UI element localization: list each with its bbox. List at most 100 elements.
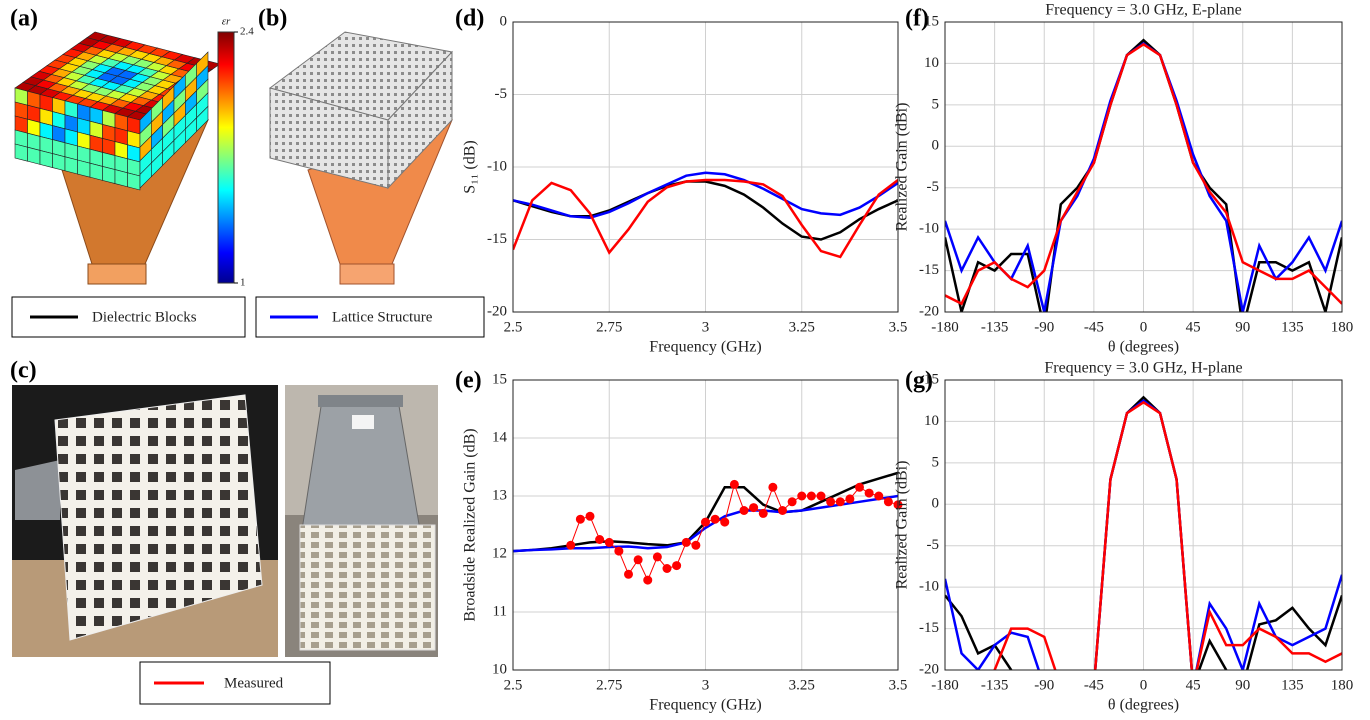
data-point	[836, 497, 845, 506]
data-point	[711, 515, 720, 524]
data-point	[682, 538, 691, 547]
x-tick-label: 3.25	[789, 319, 815, 335]
y-tick-label: -20	[919, 303, 939, 319]
panel-label: (c)	[10, 358, 37, 384]
page: Dielectric Blocks Lattice Structure Meas…	[0, 0, 1370, 720]
y-tick-label: 15	[924, 13, 939, 29]
y-tick-label: -15	[919, 262, 939, 278]
x-tick-label: 90	[1235, 319, 1250, 335]
x-tick-label: -180	[931, 677, 959, 693]
data-point	[720, 518, 729, 527]
x-tick-label: 0	[1140, 677, 1148, 693]
y-axis-label: Realized Gain (dBi)	[894, 103, 911, 232]
x-tick-label: 2.75	[596, 677, 622, 693]
x-tick-label: 90	[1235, 677, 1250, 693]
x-axis-label: θ (degrees)	[1108, 697, 1179, 714]
data-point	[788, 497, 797, 506]
y-tick-label: -10	[919, 579, 939, 595]
cube-cell	[28, 147, 41, 164]
cube-cell	[78, 160, 91, 177]
colorbar-tick-label: 2.4	[240, 26, 254, 38]
legend-label: Dielectric Blocks	[92, 309, 197, 325]
x-axis-label: Frequency (GHz)	[649, 697, 761, 714]
y-tick-label: -15	[487, 231, 507, 247]
y-tick-label: 10	[924, 413, 939, 429]
legend-label: Measured	[224, 675, 284, 691]
y-tick-label: 13	[492, 487, 507, 503]
data-point	[663, 564, 672, 573]
panel-label: (d)	[455, 6, 484, 32]
y-axis-label: Broadside Realized Gain (dB)	[462, 428, 479, 621]
chart-title: Frequency = 3.0 GHz, H-plane	[1044, 360, 1242, 377]
data-point	[614, 547, 623, 556]
y-axis-label: Realized Gain (dBi)	[894, 461, 911, 590]
data-point	[740, 506, 749, 515]
dielectric-model	[15, 32, 220, 284]
data-point	[566, 541, 575, 550]
cube-cell	[128, 173, 141, 190]
data-point	[855, 483, 864, 492]
y-tick-label: -5	[927, 537, 940, 553]
y-tick-label: 0	[500, 13, 508, 29]
x-tick-label: 2.75	[596, 319, 622, 335]
x-tick-label: -45	[1084, 319, 1104, 335]
data-point	[768, 483, 777, 492]
panel-label: (a)	[10, 6, 38, 32]
data-point	[749, 503, 758, 512]
cube-cell	[90, 163, 103, 180]
y-tick-label: 10	[924, 55, 939, 71]
y-tick-label: 5	[932, 96, 940, 112]
y-tick-label: 15	[492, 371, 507, 387]
data-point	[826, 497, 835, 506]
y-axis-label: S₁₁ (dB)	[462, 140, 479, 193]
x-tick-label: 2.5	[504, 677, 523, 693]
data-point	[624, 570, 633, 579]
panel-label: (e)	[455, 368, 482, 394]
y-tick-label: -15	[919, 620, 939, 636]
cube-cell	[15, 144, 28, 161]
x-tick-label: 180	[1331, 677, 1354, 693]
y-tick-label: -5	[495, 86, 508, 102]
y-tick-label: -5	[927, 179, 940, 195]
data-point	[817, 492, 826, 501]
cube-cell	[65, 157, 78, 174]
lattice-model	[270, 32, 452, 284]
cube-cell	[53, 154, 66, 171]
x-tick-label: -180	[931, 319, 959, 335]
x-axis-label: θ (degrees)	[1108, 339, 1179, 356]
x-tick-label: -135	[981, 677, 1009, 693]
x-tick-label: 3	[702, 677, 710, 693]
data-point	[653, 552, 662, 561]
y-tick-label: -20	[919, 661, 939, 677]
x-tick-label: -45	[1084, 677, 1104, 693]
data-point	[874, 492, 883, 501]
colorbar	[218, 32, 234, 283]
y-tick-label: 10	[492, 661, 507, 677]
data-point	[605, 538, 614, 547]
y-tick-label: 0	[932, 496, 940, 512]
y-tick-label: 15	[924, 371, 939, 387]
x-tick-label: 3.5	[889, 677, 908, 693]
x-tick-label: 45	[1186, 319, 1201, 335]
data-point	[701, 518, 710, 527]
x-tick-label: 3	[702, 319, 710, 335]
cube-cell	[115, 170, 128, 187]
y-tick-label: 0	[932, 138, 940, 154]
y-tick-label: 11	[493, 603, 507, 619]
data-point	[884, 497, 893, 506]
data-point	[797, 492, 806, 501]
data-point	[691, 541, 700, 550]
data-point	[595, 535, 604, 544]
data-point	[778, 506, 787, 515]
data-point	[672, 561, 681, 570]
colorbar-tick-label: 1	[240, 277, 246, 289]
legend-label: Lattice Structure	[332, 309, 433, 325]
x-tick-label: 3.5	[889, 319, 908, 335]
panel-label: (b)	[258, 6, 287, 32]
cube-cell	[103, 166, 116, 183]
data-point	[845, 494, 854, 503]
x-tick-label: 180	[1331, 319, 1354, 335]
y-tick-label: -10	[919, 221, 939, 237]
data-point	[643, 576, 652, 585]
chart-title: Frequency = 3.0 GHz, E-plane	[1045, 2, 1242, 19]
